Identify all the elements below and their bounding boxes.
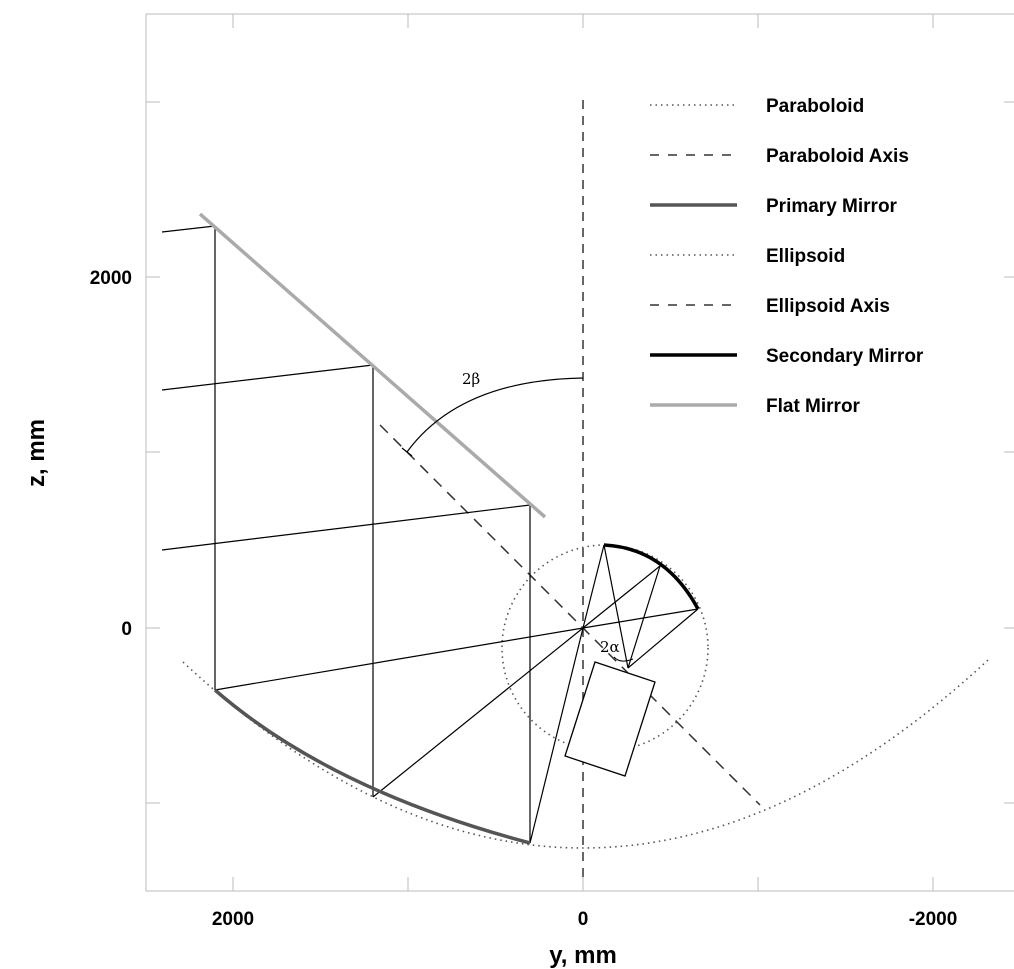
ellipsoid-axis-line [379,424,761,806]
x-tick-label-0: 0 [578,909,589,930]
y-axis-title: z, mm [23,419,50,487]
flat-mirror [198,212,547,519]
y-tick-label-2000: 2000 [90,268,132,289]
legend-item-flat-mirror: Flat Mirror [650,396,861,417]
legend-item-paraboloid: Paraboloid [650,96,864,117]
legend-label: Paraboloid Axis [766,146,909,167]
alpha-angle-label: 2α [600,638,620,656]
tick-marks [146,14,1014,891]
legend-item-primary-mirror: Primary Mirror [650,196,898,217]
legend-label: Ellipsoid [766,246,845,267]
legend-item-secondary-mirror: Secondary Mirror [650,346,924,367]
ray-lines [161,225,699,844]
legend-label: Paraboloid [766,96,864,117]
x-tick-label-neg2000: -2000 [909,909,958,930]
legend-item-paraboloid-axis: Paraboloid Axis [650,146,909,167]
beta-angle-label: 2β [462,370,480,388]
primary-mirror [213,688,531,845]
y-tick-label-0: 0 [121,619,132,640]
legend-label: Ellipsoid Axis [766,296,890,317]
legend: Paraboloid Paraboloid Axis Primary Mirro… [650,96,924,417]
legend-item-ellipsoid-axis: Ellipsoid Axis [650,296,890,317]
beta-angle-arc [406,377,584,453]
beta-angle-tick [401,447,413,457]
legend-label: Secondary Mirror [766,346,924,367]
alpha-angle-arc [613,656,634,662]
detector-box [564,661,656,777]
x-tick-label-2000: 2000 [212,909,254,930]
secondary-mirror [603,543,700,610]
legend-label: Primary Mirror [766,196,898,217]
legend-label: Flat Mirror [766,396,861,417]
paraboloid-curve [182,659,989,849]
legend-item-ellipsoid: Ellipsoid [650,246,845,267]
x-axis-title: y, mm [549,942,617,969]
